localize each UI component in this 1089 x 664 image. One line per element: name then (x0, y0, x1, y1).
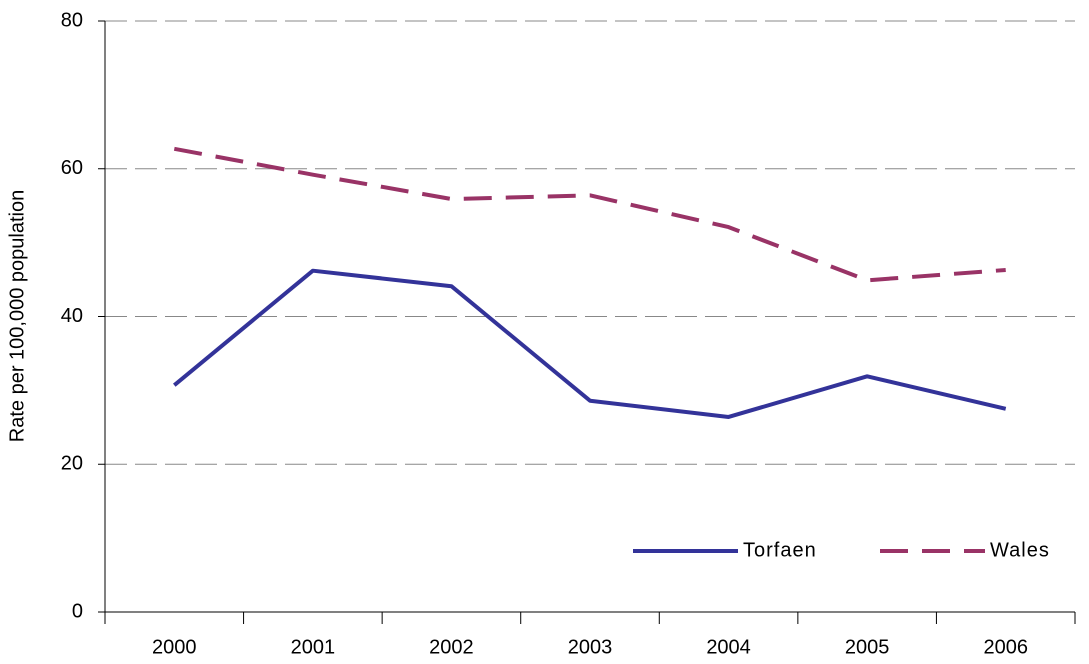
series-line (173, 268, 1007, 419)
x-tick-label: 2003 (568, 636, 613, 658)
x-tick-label: 2005 (845, 636, 890, 658)
legend-label: Torfaen (743, 539, 817, 561)
legend-label: Wales (990, 539, 1050, 561)
x-tick-label: 2000 (152, 636, 197, 658)
x-tick-label: 2002 (429, 636, 474, 658)
series-line (173, 146, 1006, 283)
y-tick-label: 80 (61, 9, 83, 31)
x-tick-label: 2006 (983, 636, 1028, 658)
y-tick-label: 40 (61, 305, 83, 327)
x-tick-label: 2001 (291, 636, 336, 658)
y-tick-label: 0 (72, 600, 83, 622)
y-tick-label: 60 (61, 157, 83, 179)
y-axis-label: Rate per 100,000 population (6, 190, 28, 442)
y-tick-label: 20 (61, 453, 83, 475)
x-tick-label: 2004 (706, 636, 751, 658)
